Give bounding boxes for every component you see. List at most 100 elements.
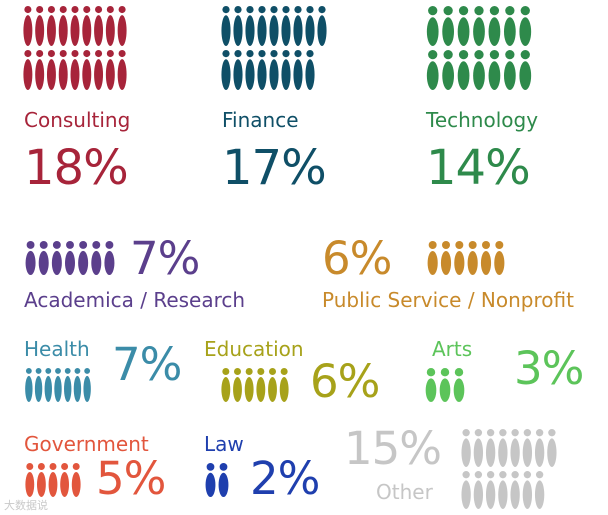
law-pictogram xyxy=(205,463,229,497)
finance-person-10 xyxy=(221,50,231,90)
technology-person-14 xyxy=(519,50,532,90)
finance-person-5 xyxy=(269,6,279,46)
consulting-person-11 xyxy=(35,50,45,90)
academica-label: Academica / Research xyxy=(24,288,246,312)
finance-pictogram xyxy=(221,6,327,90)
education-person-6 xyxy=(279,368,289,402)
other-person-8 xyxy=(547,429,557,467)
arts-person-2 xyxy=(439,368,451,402)
government-value: 5% xyxy=(96,452,166,505)
finance-person-8 xyxy=(305,6,315,46)
academica-person-6 xyxy=(91,241,102,275)
other-person-4 xyxy=(498,429,508,467)
consulting-person-16 xyxy=(94,50,104,90)
government-person-4 xyxy=(60,463,70,497)
government-pictogram xyxy=(25,463,81,497)
education-person-3 xyxy=(244,368,254,402)
technology-person-11 xyxy=(473,50,485,90)
finance-label: Finance xyxy=(222,108,299,132)
health-person-4 xyxy=(54,368,62,402)
technology-person-9 xyxy=(442,50,455,90)
other-person-15 xyxy=(534,471,545,509)
consulting-person-18 xyxy=(117,50,127,90)
government-label: Government xyxy=(24,432,149,456)
health-person-3 xyxy=(44,368,52,402)
consulting-person-8 xyxy=(105,6,115,47)
other-person-11 xyxy=(485,471,496,509)
arts-person-3 xyxy=(453,368,465,402)
academica-pictogram xyxy=(25,241,115,275)
technology-person-8 xyxy=(426,50,439,90)
consulting-person-5 xyxy=(70,6,80,47)
public_service-person-3 xyxy=(454,241,465,275)
government-person-2 xyxy=(36,463,46,497)
finance-value: 17% xyxy=(222,140,327,196)
other-label: Other xyxy=(376,480,433,504)
law-person-2 xyxy=(218,463,229,497)
consulting-person-10 xyxy=(23,50,33,90)
arts-person-1 xyxy=(425,368,437,402)
health-pictogram xyxy=(25,368,91,402)
consulting-person-9 xyxy=(117,6,127,47)
finance-person-13 xyxy=(257,50,267,90)
public_service-person-4 xyxy=(467,241,478,275)
finance-person-7 xyxy=(293,6,303,46)
finance-person-6 xyxy=(281,6,291,46)
health-label: Health xyxy=(24,337,90,361)
education-person-4 xyxy=(256,368,266,402)
arts-pictogram xyxy=(425,368,465,402)
education-person-5 xyxy=(268,368,277,402)
other-person-9 xyxy=(461,471,471,509)
consulting-person-12 xyxy=(46,50,56,90)
technology-person-2 xyxy=(442,6,455,46)
consulting-value: 18% xyxy=(24,140,129,196)
health-person-2 xyxy=(34,368,43,402)
other-person-14 xyxy=(522,471,533,509)
consulting-person-15 xyxy=(82,50,92,90)
public-service-label: Public Service / Nonprofit xyxy=(322,288,574,312)
consulting-person-1 xyxy=(23,6,33,47)
technology-person-6 xyxy=(503,6,516,46)
consulting-person-7 xyxy=(94,6,104,47)
health-person-6 xyxy=(73,368,82,402)
consulting-person-4 xyxy=(58,6,68,47)
technology-person-10 xyxy=(457,50,470,90)
public_service-person-6 xyxy=(494,241,505,275)
other-person-2 xyxy=(473,429,484,467)
public_service-person-5 xyxy=(480,241,492,275)
other-pictogram xyxy=(461,429,557,509)
other-person-1 xyxy=(461,429,471,467)
other-person-5 xyxy=(510,429,520,467)
public_service-person-2 xyxy=(440,241,452,275)
finance-person-17 xyxy=(305,50,315,90)
health-person-5 xyxy=(64,368,72,402)
health-person-1 xyxy=(25,368,33,402)
finance-person-2 xyxy=(233,6,243,46)
consulting-pictogram xyxy=(23,6,127,90)
other-person-12 xyxy=(498,471,508,509)
other-person-7 xyxy=(534,429,545,467)
technology-person-1 xyxy=(426,6,439,46)
education-pictogram xyxy=(221,368,289,402)
law-value: 2% xyxy=(250,452,320,505)
other-person-10 xyxy=(473,471,484,509)
finance-person-9 xyxy=(317,6,327,46)
arts-value: 3% xyxy=(514,342,584,395)
consulting-person-6 xyxy=(82,6,92,47)
watermark-text: 大数据说 xyxy=(4,499,48,512)
technology-label: Technology xyxy=(426,108,539,132)
technology-value: 14% xyxy=(426,140,531,196)
finance-person-1 xyxy=(221,6,231,46)
academica-value: 7% xyxy=(130,232,200,285)
finance-person-3 xyxy=(245,6,255,46)
technology-pictogram xyxy=(426,6,532,90)
finance-person-15 xyxy=(281,50,291,90)
finance-person-14 xyxy=(269,50,279,90)
health-person-7 xyxy=(83,368,91,402)
technology-person-4 xyxy=(473,6,485,46)
law-person-1 xyxy=(205,463,216,497)
government-person-3 xyxy=(48,463,58,497)
public-service-pictogram xyxy=(427,241,505,275)
consulting-person-17 xyxy=(105,50,115,90)
consulting-person-14 xyxy=(70,50,80,90)
